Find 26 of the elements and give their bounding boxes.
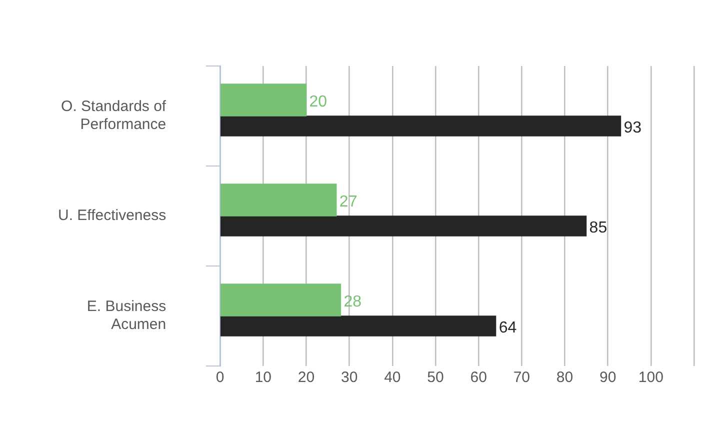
x-tick-label: 100 [638,369,664,386]
data-label: 85 [589,219,608,236]
data-label: 27 [339,193,358,210]
data-label: 28 [344,293,362,310]
bar [220,284,342,316]
bar [220,216,587,236]
bar [220,84,307,116]
y-tick-label: E. Business Acumen [86,298,166,334]
bar [220,116,622,136]
x-tick-label: 90 [599,369,616,386]
x-tick-label: 10 [254,369,272,386]
x-tick-label: 60 [470,369,487,386]
bar [220,316,496,336]
y-tick-label: O. Standards of Performance [61,98,167,134]
bar [220,184,337,216]
x-tick-label: 80 [556,369,574,386]
x-tick-label: 20 [298,369,315,386]
y-tick-label: U. Effectiveness [58,207,166,224]
x-tick-label: 70 [513,369,530,386]
x-tick-label: 0 [216,369,224,386]
x-tick-label: 30 [341,369,358,386]
data-label: 93 [624,119,642,136]
x-tick-label: 40 [384,369,401,386]
data-label: 20 [309,93,328,110]
data-label: 64 [498,319,517,336]
x-tick-label: 50 [427,369,444,386]
